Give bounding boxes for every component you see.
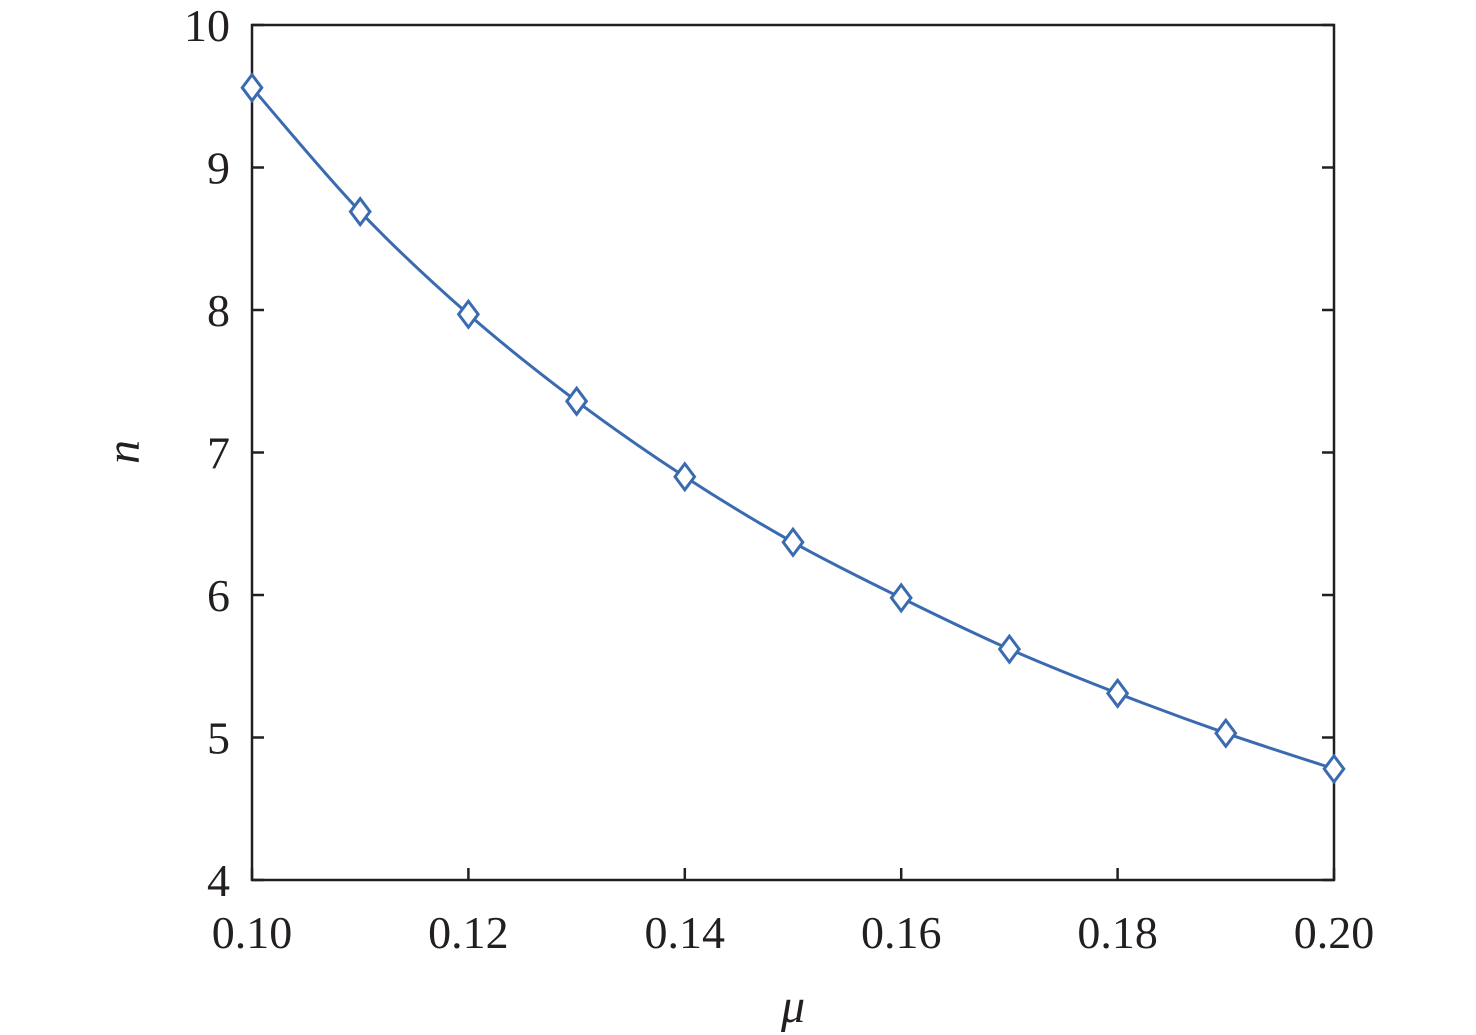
data-point-diamond	[1322, 753, 1346, 785]
y-tick-label: 4	[207, 855, 230, 906]
data-point-diamond	[889, 582, 913, 614]
series-line	[250, 86, 1335, 771]
x-axis-label: μ	[780, 980, 805, 1033]
plot-frame	[250, 23, 1336, 882]
data-point-diamond	[564, 385, 589, 417]
y-tick-label: 7	[207, 428, 230, 479]
x-tick-label: 0.20	[1294, 907, 1375, 958]
series-group	[240, 72, 1346, 785]
y-tick-label: 6	[207, 570, 230, 621]
x-axis: 0.10 0.12 0.14 0.16 0.18 0.20	[212, 868, 1375, 958]
data-point-diamond	[997, 633, 1022, 665]
y-tick-label: 8	[207, 285, 230, 336]
y-tick-label: 10	[184, 0, 230, 51]
x-tick-label: 0.12	[428, 907, 509, 958]
data-point-diamond	[348, 196, 372, 228]
y-tick-label: 5	[207, 713, 230, 764]
x-tick-label: 0.18	[1077, 907, 1158, 958]
x-tick-label: 0.14	[645, 907, 726, 958]
x-tick-label: 0.10	[212, 907, 293, 958]
data-point-diamond	[240, 72, 264, 104]
data-point-diamond	[781, 526, 805, 558]
data-point-diamond	[673, 461, 697, 493]
x-tick-label: 0.16	[861, 907, 942, 958]
y-tick-label: 9	[207, 143, 230, 194]
y-axis-label: n	[97, 440, 150, 464]
data-point-diamond	[1214, 717, 1238, 749]
data-point-diamond	[456, 298, 481, 330]
data-point-diamond	[1105, 677, 1130, 709]
y-axis: 4 5 6 7 8 9 10	[184, 0, 1334, 906]
